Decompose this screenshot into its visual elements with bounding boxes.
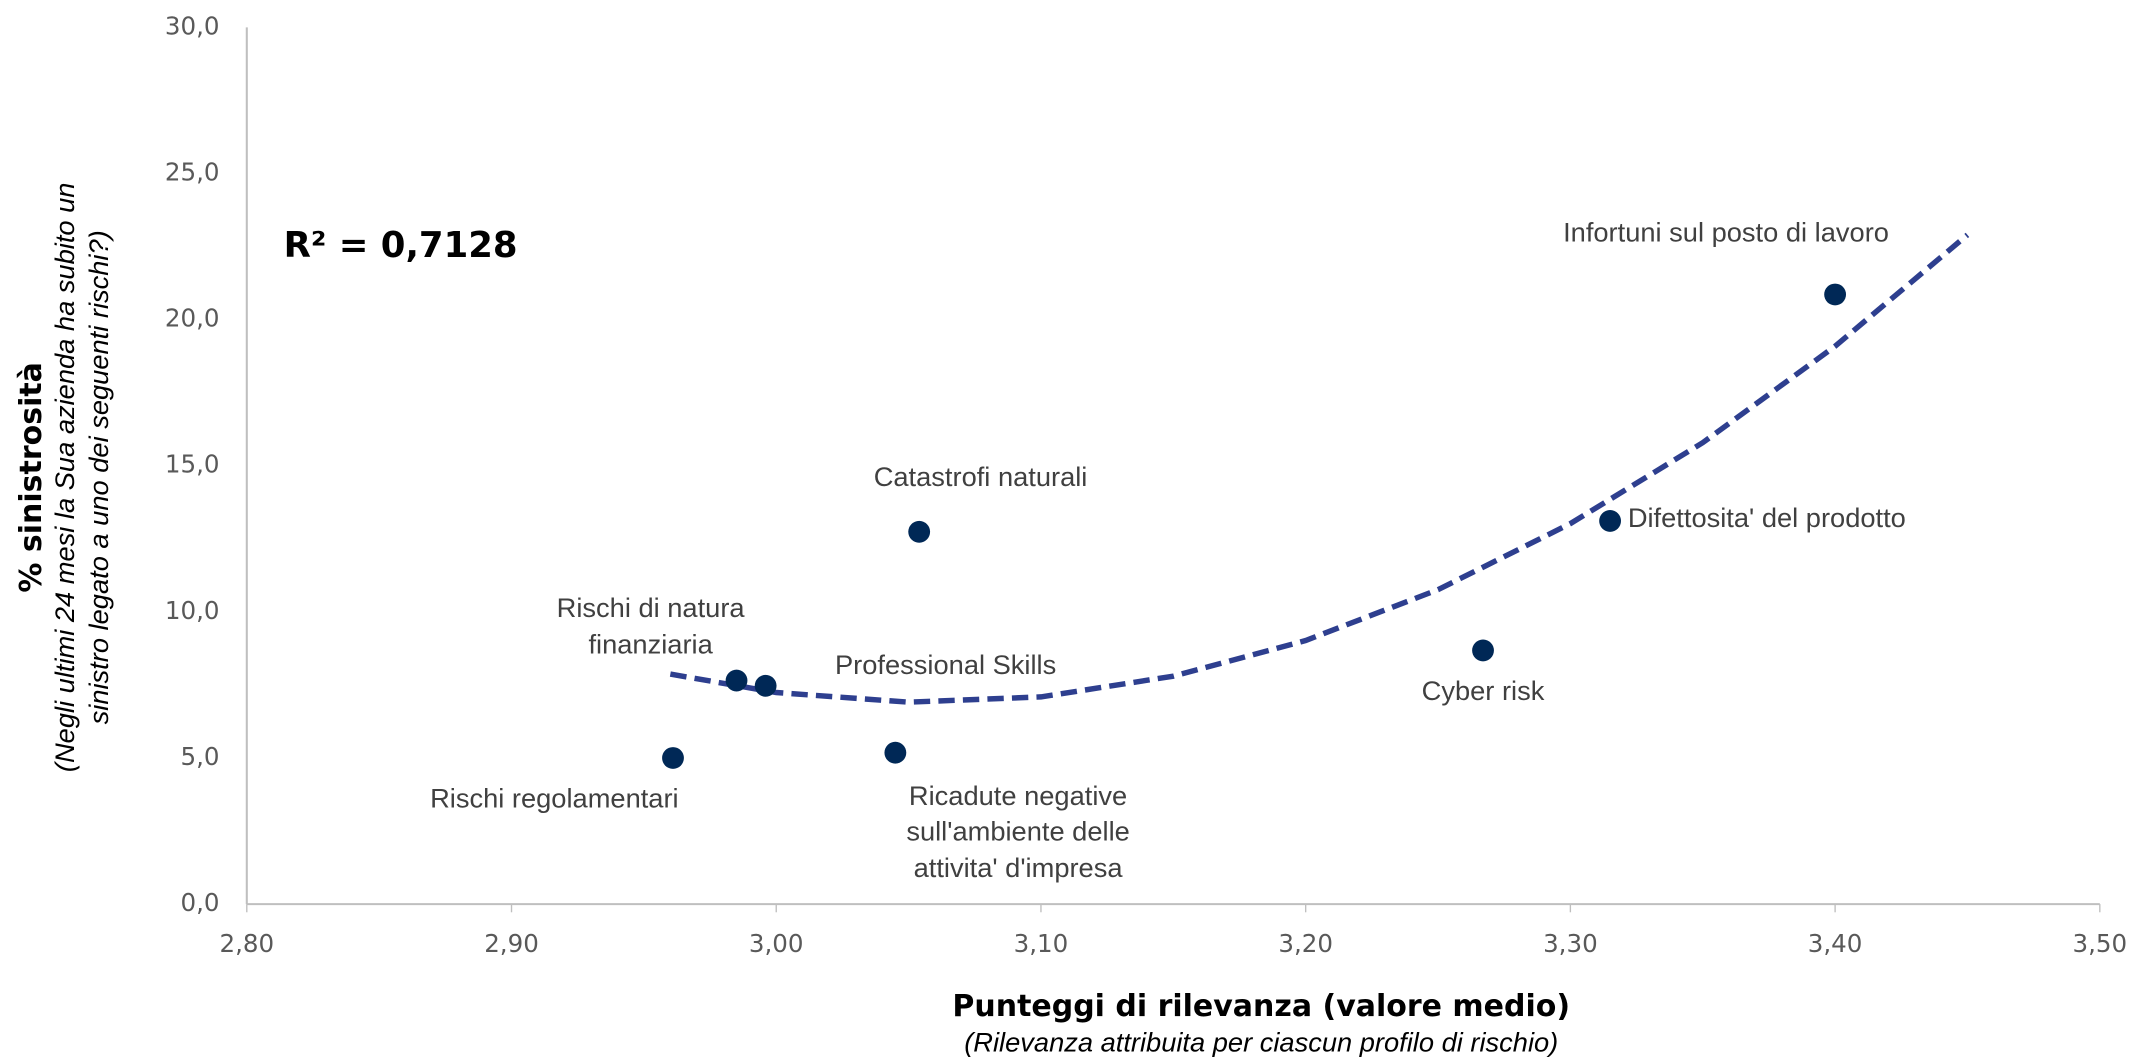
- y-axis-titles: % sinistrosità (Negli ultimi 24 mesi la …: [14, 183, 114, 773]
- point-label: finanziaria: [588, 629, 713, 660]
- point-label: Cyber risk: [1422, 675, 1545, 706]
- point-label: Rischi regolamentari: [430, 782, 679, 813]
- point: [1824, 283, 1847, 306]
- y-tick-label: 5,0: [181, 742, 220, 771]
- point: [725, 669, 748, 692]
- y-tick-label: 0,0: [181, 888, 220, 917]
- point: [884, 741, 907, 764]
- trendline: [669, 232, 1970, 705]
- point: [662, 747, 684, 769]
- x-axis-title: Punteggi di rilevanza (valore medio): [952, 989, 1570, 1024]
- y-axis-title: % sinistrosità: [14, 362, 49, 593]
- x-tick-label: 2,80: [219, 929, 274, 958]
- point-label: Rischi di natura: [557, 592, 746, 623]
- r-squared: R² = 0,7128: [284, 225, 518, 266]
- point-label: Ricadute negative: [909, 780, 1127, 811]
- point-label: Catastrofi naturali: [874, 461, 1088, 492]
- x-tick-label: 3,40: [1808, 929, 1863, 958]
- x-axis-subtitle: (Rilevanza attribuita per ciascun profil…: [964, 1027, 1558, 1058]
- x-tick-label: 3,20: [1278, 929, 1333, 958]
- x-tick-label: 2,90: [484, 929, 539, 958]
- point-label: sull'ambiente delle: [906, 815, 1129, 846]
- point-label: attivita' d'impresa: [914, 852, 1124, 883]
- y-tick-label: 15,0: [165, 450, 220, 479]
- point: [754, 674, 777, 697]
- y-tick-label: 25,0: [165, 157, 220, 186]
- point-label: Difettosita' del prodotto: [1628, 502, 1906, 533]
- y-axis-subtitle: sinistro legato a uno dei seguenti risch…: [83, 230, 114, 724]
- point: [1599, 510, 1622, 532]
- point-label: Infortuni sul posto di lavoro: [1563, 217, 1889, 248]
- y-tick-label: 20,0: [165, 304, 220, 333]
- x-tick-label: 3,30: [1543, 929, 1598, 958]
- y-tick-label: 10,0: [165, 596, 220, 625]
- y-axis-subtitle: (Negli ultimi 24 mesi la Sua azienda ha …: [49, 183, 80, 773]
- point: [908, 520, 931, 543]
- x-tick-label: 3,10: [1014, 929, 1069, 958]
- x-tick-label: 3,00: [749, 929, 804, 958]
- point-label: Professional Skills: [835, 649, 1056, 680]
- point: [1472, 639, 1494, 662]
- x-tick-label: 3,50: [2073, 929, 2128, 958]
- y-tick-label: 30,0: [165, 11, 220, 40]
